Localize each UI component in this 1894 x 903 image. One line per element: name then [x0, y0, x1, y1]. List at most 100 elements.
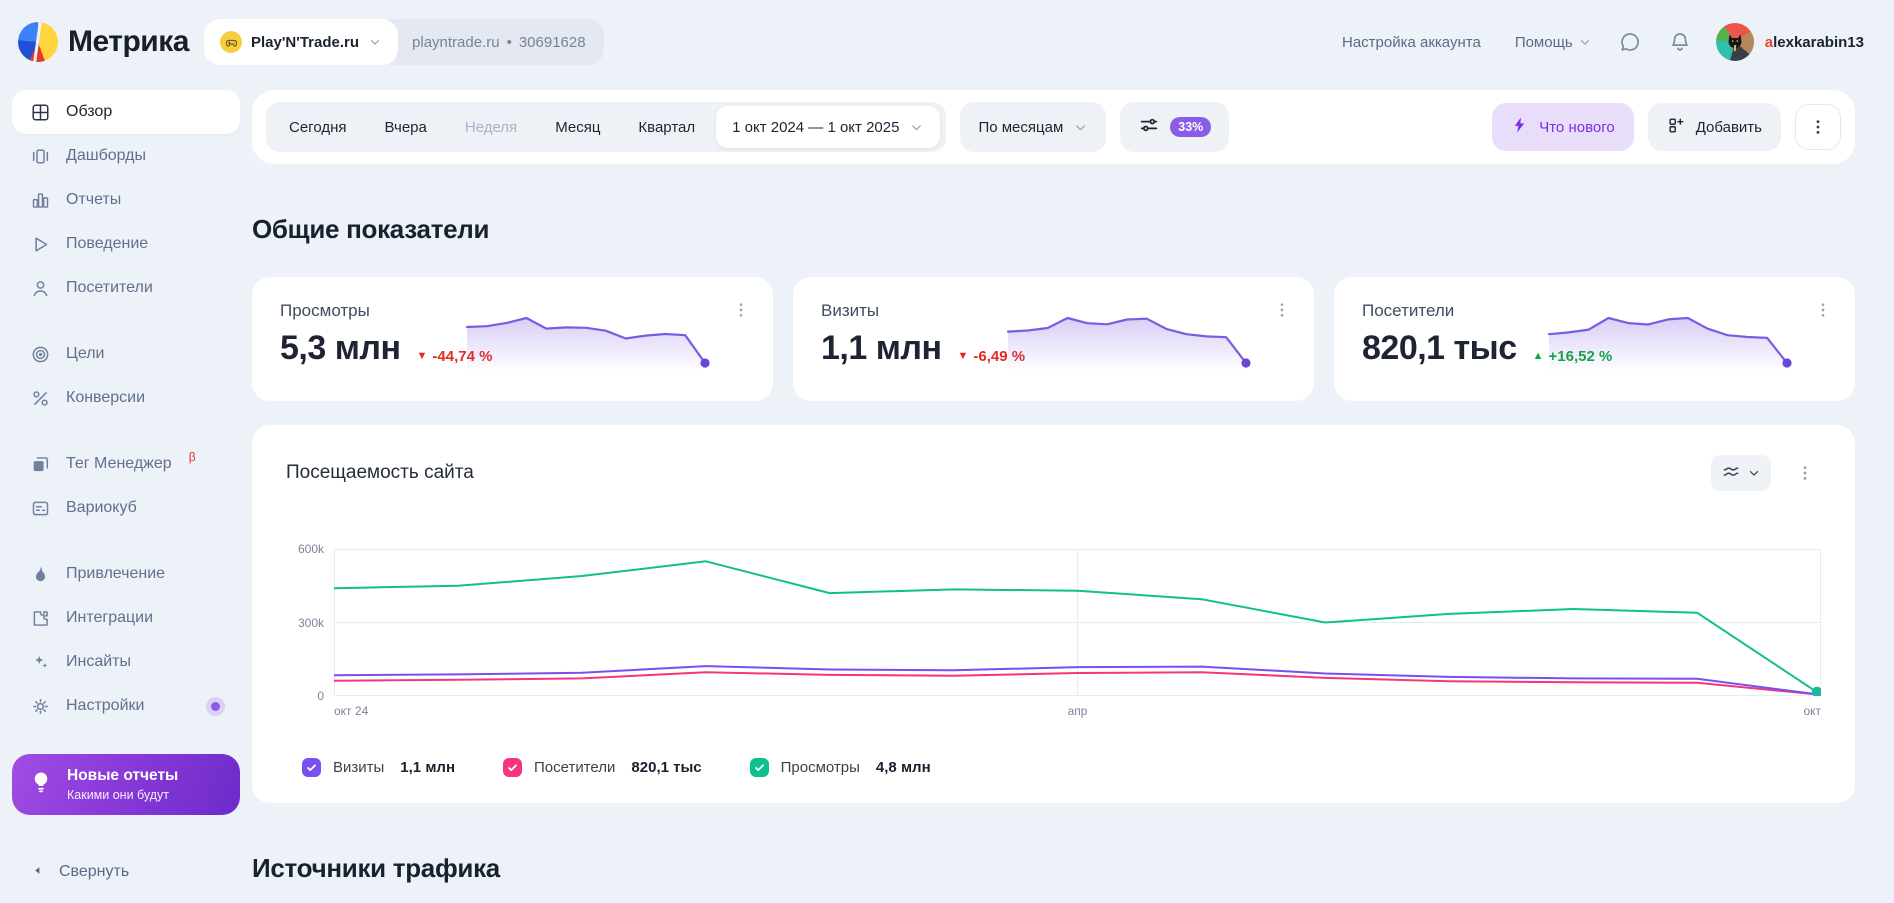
period-button[interactable]: Квартал [619, 102, 714, 152]
add-button[interactable]: Добавить [1648, 103, 1781, 151]
logo-text: Метрика [68, 25, 189, 59]
add-label: Добавить [1696, 119, 1762, 136]
card-menu-button[interactable] [1807, 299, 1839, 321]
period-selector: СегодняВчераНеделяМесяцКвартал 1 окт 202… [266, 102, 946, 152]
sidebar-item-overview[interactable]: Обзор [12, 90, 240, 134]
legend-value: 820,1 тыс [631, 759, 701, 776]
collapse-sidebar-button[interactable]: Свернуть [12, 863, 240, 887]
sidebar-item-label: Интеграции [66, 609, 153, 627]
metric-value: 1,1 млн [821, 329, 942, 368]
period-button[interactable]: Сегодня [270, 102, 366, 152]
user-menu[interactable]: alexkarabin13 [1716, 23, 1864, 61]
account-settings-link[interactable]: Настройка аккаунта [1342, 34, 1481, 51]
sidebar-item-label: Инсайты [66, 653, 131, 671]
sidebar-item-label: Привлечение [66, 565, 165, 583]
site-meta: playntrade.ru • 30691628 [398, 19, 604, 65]
chart-type-button[interactable] [1711, 455, 1771, 491]
x-tick-label: апр [1068, 704, 1088, 718]
period-button[interactable]: Вчера [366, 102, 446, 152]
help-label: Помощь [1515, 34, 1573, 51]
sliders-icon [1138, 114, 1160, 140]
beta-badge: β [189, 450, 196, 464]
whats-new-label: Что нового [1539, 119, 1614, 136]
help-menu[interactable]: Помощь [1515, 34, 1592, 51]
sidebar-item-tag-manager[interactable]: Тег Менеджерβ [12, 442, 240, 486]
overview-icon [30, 102, 51, 123]
metrika-logo[interactable]: Метрика [18, 22, 204, 62]
section-title-summary: Общие показатели [252, 214, 1855, 245]
sidebar-item-label: Конверсии [66, 389, 145, 407]
whats-new-button[interactable]: Что нового [1492, 103, 1633, 151]
card-menu-button[interactable] [1266, 299, 1298, 321]
notifications-button[interactable] [1668, 30, 1692, 54]
sidebar-item-label: Вариокуб [66, 499, 137, 517]
sidebar: Обзор Дашборды Отчеты Поведение Посетители Це… [0, 84, 252, 903]
x-tick-label: окт 24 [334, 704, 368, 718]
chart-menu-button[interactable] [1789, 462, 1821, 484]
variocube-icon [30, 498, 51, 519]
sidebar-item-conversions[interactable]: Конверсии [12, 376, 240, 420]
date-range-button[interactable]: 1 окт 2024 — 1 окт 2025 [716, 106, 940, 148]
sidebar-item-dashboards[interactable]: Дашборды [12, 134, 240, 178]
sidebar-item-behavior[interactable]: Поведение [12, 222, 240, 266]
promo-subtitle: Какими они будут [67, 788, 178, 802]
triangle-up-icon: ▲ [1533, 350, 1544, 362]
legend-checkbox[interactable] [750, 758, 769, 777]
sidebar-item-integrations[interactable]: Интеграции [12, 596, 240, 640]
goals-icon [30, 344, 51, 365]
card-menu-button[interactable] [725, 299, 757, 321]
site-domain: playntrade.ru [412, 34, 500, 51]
sidebar-item-label: Посетители [66, 279, 153, 297]
sidebar-item-acquisition[interactable]: Привлечение [12, 552, 240, 596]
sidebar-nav: Обзор Дашборды Отчеты Поведение Посетители Це… [12, 90, 240, 728]
grouping-select[interactable]: По месяцам [960, 102, 1106, 152]
new-reports-banner[interactable]: Новые отчеты Какими они будут [12, 754, 240, 815]
feedback-button[interactable] [1618, 30, 1642, 54]
metric-value: 5,3 млн [280, 329, 401, 368]
sidebar-item-settings[interactable]: Настройки [12, 684, 240, 728]
reports-icon [30, 190, 51, 211]
chevron-down-icon [368, 35, 382, 49]
traffic-chart-card: Посещаемость сайта 60 [252, 425, 1855, 803]
collapse-label: Свернуть [59, 863, 129, 881]
y-tick-label: 0 [317, 689, 324, 703]
traffic-chart: 600k300k0 окт 24апрокт [286, 549, 1821, 728]
legend-item-посетители[interactable]: Посетители820,1 тыс [503, 758, 702, 777]
area-chart-icon [1721, 462, 1741, 485]
traffic-plot [334, 549, 1821, 696]
acquisition-icon [30, 564, 51, 585]
legend-label: Просмотры [781, 759, 860, 776]
metric-card: Просмотры5,3 млн▼-44,74 % [252, 277, 773, 401]
metric-card: Визиты1,1 млн▼-6,49 % [793, 277, 1314, 401]
sidebar-item-label: Отчеты [66, 191, 121, 209]
toolbar-more-button[interactable] [1795, 104, 1841, 150]
integrations-icon [30, 608, 51, 629]
date-range-value: 1 окт 2024 — 1 окт 2025 [732, 119, 899, 136]
metrika-app: Метрика Play'N'Trade.ru playntrade.ru • … [0, 0, 1894, 903]
sidebar-item-label: Настройки [66, 697, 144, 715]
sidebar-item-visitors[interactable]: Посетители [12, 266, 240, 310]
chevron-down-icon [1578, 35, 1592, 49]
period-button[interactable]: Неделя [446, 102, 536, 152]
site-favicon-icon [220, 31, 242, 53]
sampling-button[interactable]: 33% [1120, 102, 1229, 152]
legend-item-визиты[interactable]: Визиты1,1 млн [302, 758, 455, 777]
sidebar-item-reports[interactable]: Отчеты [12, 178, 240, 222]
sidebar-item-goals[interactable]: Цели [12, 332, 240, 376]
avatar [1716, 23, 1754, 61]
username-rest: lexkarabin13 [1773, 34, 1864, 51]
sidebar-item-insights[interactable]: Инсайты [12, 640, 240, 684]
sidebar-item-label: Дашборды [66, 147, 146, 165]
sidebar-item-variocube[interactable]: Вариокуб [12, 486, 240, 530]
site-selector-button[interactable]: Play'N'Trade.ru [204, 19, 398, 65]
legend-checkbox[interactable] [302, 758, 321, 777]
counter-id: 30691628 [519, 34, 586, 51]
metric-value: 820,1 тыс [1362, 329, 1517, 368]
y-tick-label: 600k [298, 542, 324, 556]
legend-item-просмотры[interactable]: Просмотры4,8 млн [750, 758, 931, 777]
tag-manager-icon [30, 454, 51, 475]
widgets-plus-icon [1667, 116, 1686, 139]
grouping-value: По месяцам [978, 119, 1063, 136]
legend-checkbox[interactable] [503, 758, 522, 777]
period-button[interactable]: Месяц [536, 102, 619, 152]
